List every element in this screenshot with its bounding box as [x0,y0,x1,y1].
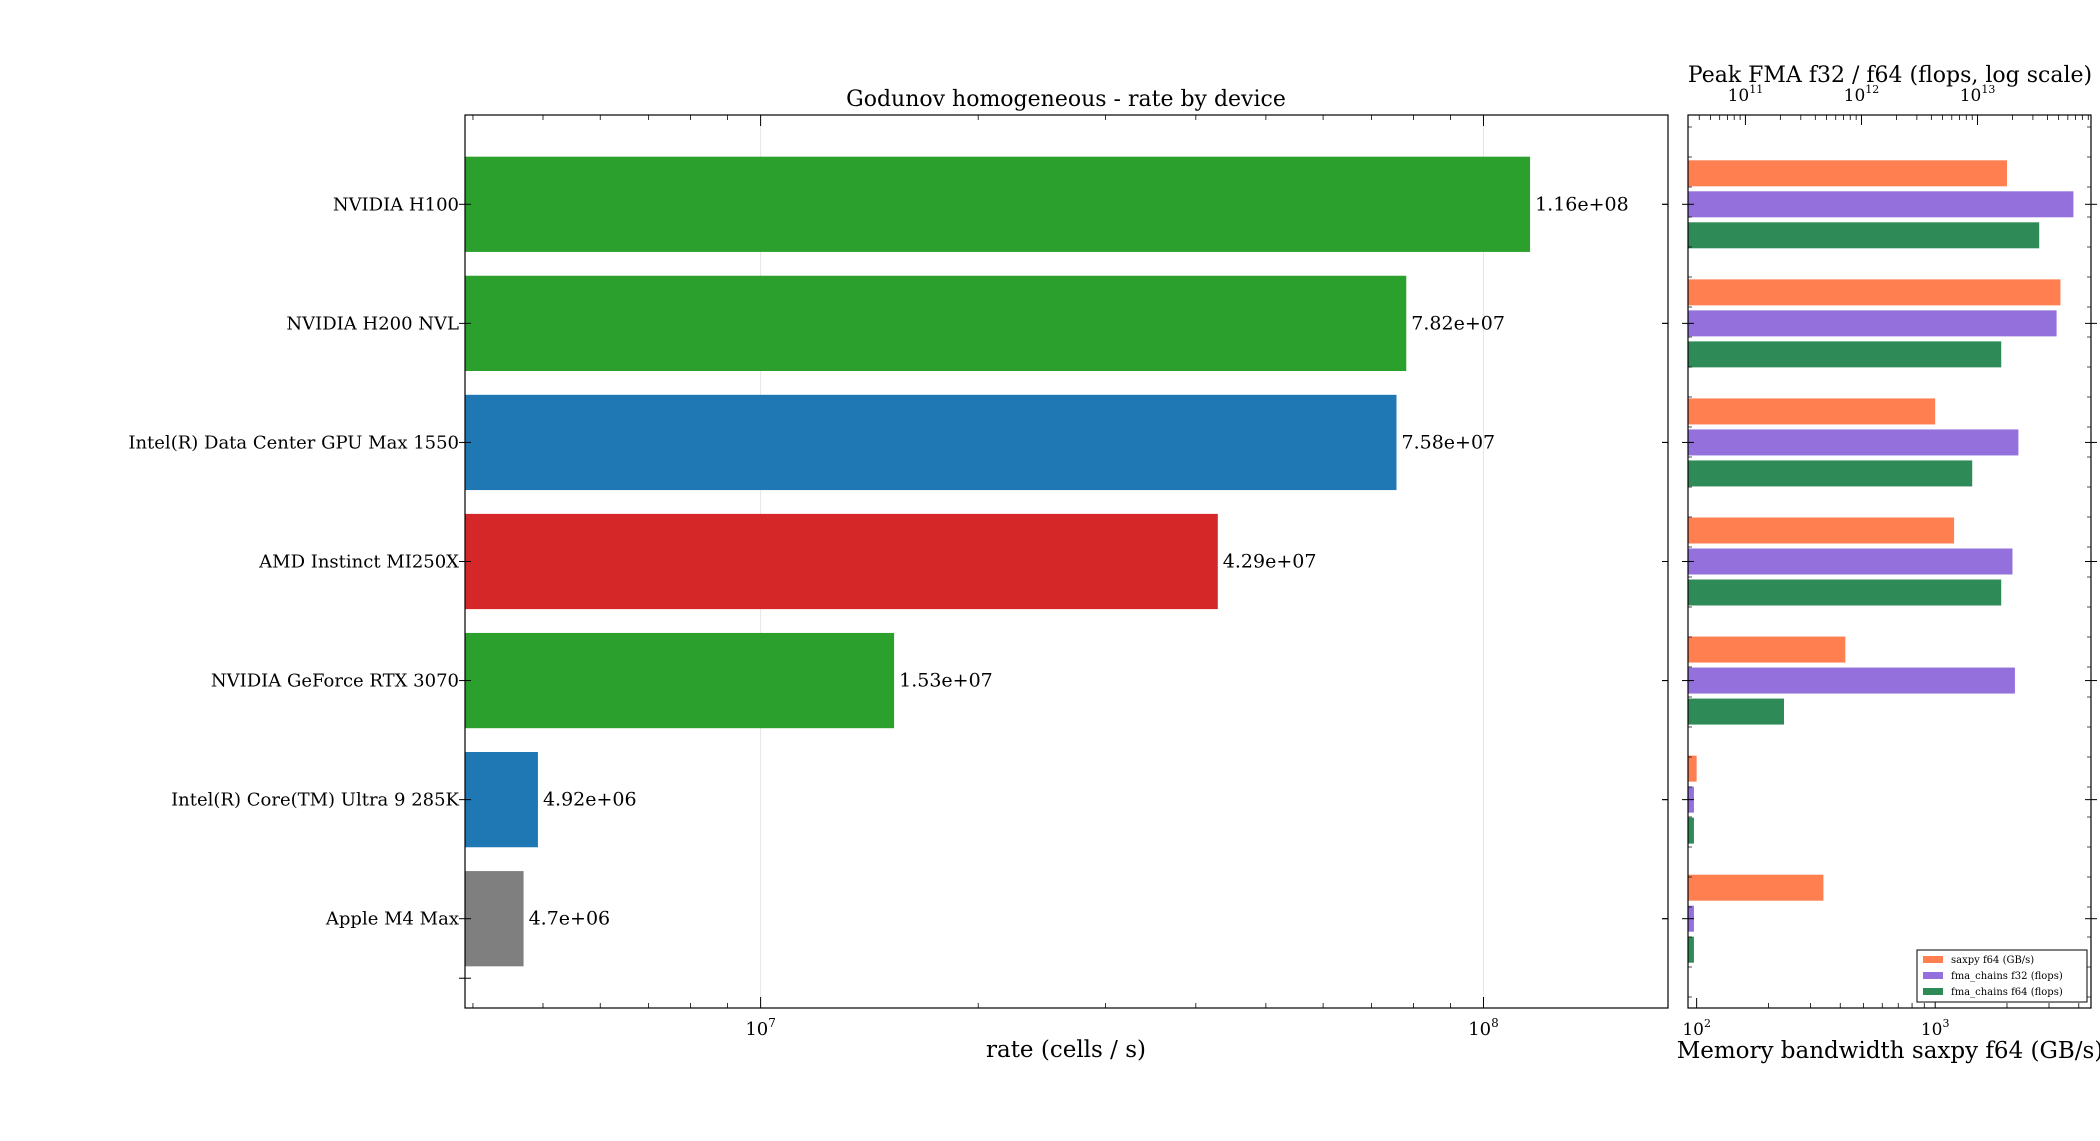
side-bar-2-0 [1688,222,2040,249]
side-bar-2-3 [1688,579,2002,606]
side-yticks [1662,126,2097,998]
main-category-label-2: Intel(R) Data Center GPU Max 1550 [128,432,459,453]
main-category-label-6: Apple M4 Max [325,909,459,930]
legend-swatch-fma-f32 [1923,972,1943,979]
main-bar-value-5: 4.92e+06 [543,789,637,811]
side-chart: 102 103 1011 1012 1013 Peak FMA f32 / f64 (f… [1662,63,2100,1064]
legend-swatch-saxpy [1923,956,1943,963]
main-bar-6 [465,871,524,967]
side-xtick-top-label-0: 1011 [1728,83,1764,106]
main-bar-1 [465,275,1407,371]
main-xtick-label-1: 108 [1468,1016,1499,1040]
main-xticks: 107 108 [472,115,1499,1040]
side-bar-0-6 [1688,874,1824,901]
legend-label-fma-f32: fma_chains f32 (flops) [1951,971,2063,982]
side-chart-title: Peak FMA f32 / f64 (flops, log scale) [1688,63,2092,88]
side-bar-1-2 [1688,429,2019,456]
main-category-label-4: NVIDIA GeForce RTX 3070 [211,671,459,692]
main-bar-value-4: 1.53e+07 [899,670,993,692]
side-xtick-bottom-label-1: 103 [1921,1017,1950,1040]
side-bar-1-3 [1688,548,2013,575]
legend-label-fma-f64: fma_chains f64 (flops) [1951,987,2063,998]
side-bar-0-1 [1688,279,2061,306]
side-bar-0-3 [1688,517,1955,544]
side-bar-0-0 [1688,160,2007,187]
legend-frame [1916,949,2088,1003]
side-bar-0-4 [1688,636,1846,663]
main-bars: 1.16e+08 7.82e+07 7.58e+07 4.29e+07 1.53e+07… [465,156,1629,967]
side-xticks: 102 103 1011 1012 1013 [1682,83,2089,1040]
legend-swatch-fma-f64 [1923,988,1943,995]
main-bar-value-3: 4.29e+07 [1223,551,1317,573]
main-bar-value-6: 4.7e+06 [529,908,611,930]
main-yticks: NVIDIA H100 NVIDIA H200 NVL Intel(R) Data … [128,194,1668,979]
legend-label-saxpy: saxpy f64 (GB/s) [1951,955,2034,966]
side-bar-0-5 [1688,755,1697,782]
main-bar-value-1: 7.82e+07 [1411,312,1505,334]
main-category-label-5: Intel(R) Core(TM) Ultra 9 285K [171,790,459,811]
side-bar-2-5 [1688,817,1694,844]
main-bar-value-2: 7.58e+07 [1401,431,1495,453]
side-bars [1688,160,2074,963]
side-bar-1-0 [1688,191,2074,218]
main-chart: 1.16e+08 7.82e+07 7.58e+07 4.29e+07 1.53e+07… [128,87,1669,1063]
side-bar-1-4 [1688,667,2015,694]
side-legend: saxpy f64 (GB/s) fma_chains f32 (flops) … [1916,949,2088,1003]
side-x-axis-label: Memory bandwidth saxpy f64 (GB/s) [1677,1038,2100,1064]
side-bar-2-6 [1688,936,1694,963]
main-bar-4 [465,632,895,729]
side-xtick-top-label-2: 1013 [1960,83,1996,106]
side-xtick-top-label-1: 1012 [1844,83,1880,106]
main-bar-2 [465,394,1397,491]
side-bar-2-4 [1688,698,1785,725]
main-bar-value-0: 1.16e+08 [1535,193,1629,215]
side-bar-0-2 [1688,398,1936,425]
main-category-label-0: NVIDIA H100 [333,194,459,215]
main-bar-0 [465,156,1531,252]
main-category-label-3: AMD Instinct MI250X [258,552,459,573]
side-bar-2-2 [1688,460,1973,487]
main-bar-5 [465,752,538,848]
main-xtick-label-0: 107 [745,1016,776,1040]
side-bar-2-1 [1688,341,2002,368]
main-x-axis-label: rate (cells / s) [986,1037,1146,1063]
main-bar-3 [465,513,1218,610]
main-category-label-1: NVIDIA H200 NVL [286,313,459,334]
side-bar-1-1 [1688,310,2057,337]
side-xtick-bottom-label-0: 102 [1682,1017,1711,1040]
main-chart-title: Godunov homogeneous - rate by device [846,87,1286,112]
